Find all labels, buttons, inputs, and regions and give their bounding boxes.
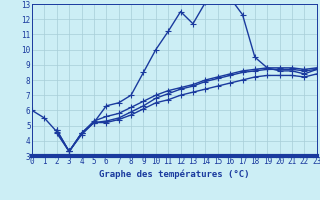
X-axis label: Graphe des températures (°C): Graphe des températures (°C) xyxy=(99,169,250,179)
